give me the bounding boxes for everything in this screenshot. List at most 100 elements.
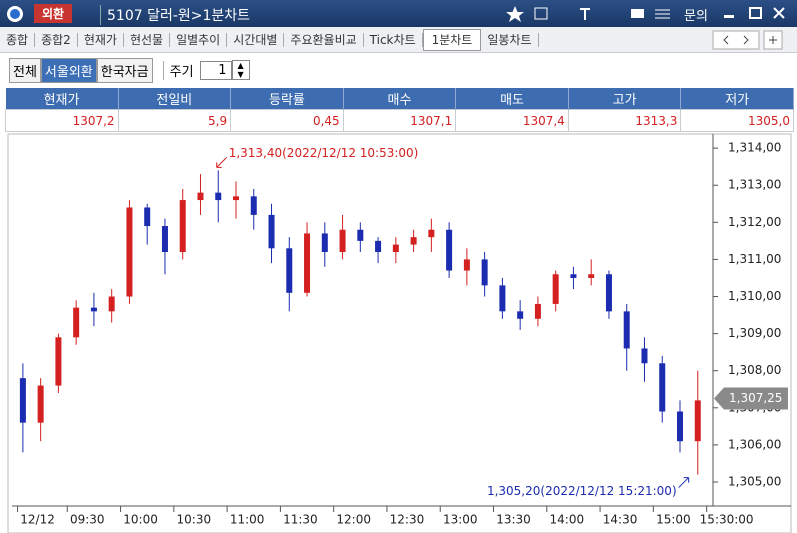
candle-body xyxy=(588,274,595,278)
tab[interactable]: 시간대별 xyxy=(227,32,285,47)
low-note: 1,305,20(2022/12/12 15:21:00) xyxy=(487,484,677,498)
x-tick-label: 09:30 xyxy=(70,513,105,527)
candle-body xyxy=(552,274,559,304)
y-tick-label: 1,312,00 xyxy=(728,215,781,229)
quote-header: 저가 xyxy=(680,88,794,110)
y-tick-label: 1,314,00 xyxy=(728,141,781,155)
quote-value: 1307,2 xyxy=(5,109,119,132)
x-tick-label: 13:00 xyxy=(443,513,478,527)
quote-header: 고가 xyxy=(568,88,682,110)
tab[interactable]: Tick차트 xyxy=(364,32,423,47)
y-tick-label: 1,311,00 xyxy=(728,252,781,266)
x-tick-label: 10:30 xyxy=(177,513,212,527)
candle-body xyxy=(55,337,62,386)
candle-body xyxy=(463,259,470,271)
quote-value: 1313,3 xyxy=(567,109,682,132)
x-tick-label: 11:00 xyxy=(230,513,265,527)
quote-header: 현재가 xyxy=(5,88,119,110)
y-tick-label: 1,306,00 xyxy=(728,437,781,451)
candle-body xyxy=(73,307,80,338)
candle-body xyxy=(623,311,630,349)
candle-body xyxy=(357,229,364,241)
y-tick-label: 1,310,00 xyxy=(728,289,781,303)
tab[interactable]: 일별추이 xyxy=(170,32,228,47)
candle-body xyxy=(517,311,524,319)
candle-body xyxy=(375,240,382,252)
candle-body xyxy=(90,307,97,312)
x-tick-label: 12:30 xyxy=(390,513,425,527)
x-tick-label: 14:00 xyxy=(550,513,585,527)
quote-header: 등락률 xyxy=(230,88,344,110)
x-tick-label: 12:00 xyxy=(336,513,371,527)
y-tick-label: 1,308,00 xyxy=(728,363,781,377)
toolbar-icons xyxy=(506,6,670,22)
candle-body xyxy=(126,207,133,297)
y-tick-label: 1,313,00 xyxy=(728,178,781,192)
quote-value: 1307,1 xyxy=(342,109,457,132)
tab[interactable]: 현재가 xyxy=(78,32,124,47)
candle-body xyxy=(250,196,257,215)
window-title: 5107 달러-원>1분차트 xyxy=(100,5,250,25)
low-arrow xyxy=(678,477,690,488)
candle-body xyxy=(304,233,311,293)
candle-body xyxy=(339,229,346,252)
filter-button[interactable]: 서울외환 xyxy=(40,57,97,83)
candle-body xyxy=(215,192,222,201)
x-tick-label: 15:00 xyxy=(656,513,691,527)
candle-body xyxy=(108,296,115,312)
tab-scroll[interactable] xyxy=(712,30,796,50)
tab[interactable]: 현선물 xyxy=(124,32,171,47)
tab[interactable]: 종합2 xyxy=(35,32,78,47)
x-tick-label: 15:30:00 xyxy=(700,513,754,527)
candle-body xyxy=(410,237,417,245)
candle-body xyxy=(19,378,26,423)
badge: 외환 xyxy=(34,4,73,23)
x-tick-label: 10:00 xyxy=(123,513,158,527)
candle-body xyxy=(499,285,506,312)
candle-body xyxy=(144,207,151,227)
candle-body xyxy=(694,400,701,442)
quote-header: 매도 xyxy=(455,88,569,110)
candle-body xyxy=(605,274,612,312)
candle-body xyxy=(268,214,275,249)
quote-header: 전일비 xyxy=(118,88,232,110)
tab-bar: 종합 종합2 현재가 현선물 일별추이 시간대별 주요환율비교 Tick차트 1분차트 일봉차트 xyxy=(0,27,797,53)
tab[interactable]: 일봉차트 xyxy=(481,32,539,47)
x-tick-label: 11:30 xyxy=(283,513,318,527)
menu-inquiry[interactable]: 문의 xyxy=(684,9,708,24)
tab[interactable]: 1분차트 xyxy=(422,28,482,51)
candle-body xyxy=(286,248,293,293)
last-price-label: 1,307,25 xyxy=(729,391,782,405)
quote-table: 현재가 전일비 등락률 매수 매도 고가 저가 1307,2 5,9 0,45 1307,1 1307… xyxy=(5,88,794,132)
candle-body xyxy=(392,244,399,252)
candle-body xyxy=(428,229,435,238)
period-label: 주기 xyxy=(162,60,200,80)
candle-body xyxy=(481,259,488,286)
quote-value: 5,9 xyxy=(117,109,232,132)
candle-body xyxy=(677,411,683,442)
quote-value: 1307,4 xyxy=(455,109,569,132)
candle-body xyxy=(161,226,168,252)
logo xyxy=(7,6,23,22)
filter-button[interactable]: 한국자금 xyxy=(96,57,153,83)
candle-body xyxy=(37,385,44,423)
candle-body xyxy=(446,229,453,271)
filter-bar: 전체 서울외환 한국자금 주기 1 ▲ ▼ xyxy=(0,55,797,85)
window-controls[interactable] xyxy=(720,4,792,24)
period-spinner[interactable]: ▲ ▼ xyxy=(231,60,250,80)
candle-body xyxy=(659,363,666,412)
tab[interactable]: 주요환율비교 xyxy=(284,32,364,47)
high-note: 1,313,40(2022/12/12 10:53:00) xyxy=(229,146,419,160)
candle-body xyxy=(233,196,239,201)
candle-body xyxy=(179,200,186,252)
x-tick-label: 12/12 xyxy=(20,513,55,527)
filter-button[interactable]: 전체 xyxy=(9,57,41,83)
y-tick-label: 1,309,00 xyxy=(728,326,781,340)
chart-frame xyxy=(7,133,792,533)
high-arrow xyxy=(216,157,228,168)
candle-body xyxy=(321,233,328,252)
x-tick-label: 14:30 xyxy=(603,513,638,527)
tab[interactable]: 종합 xyxy=(0,32,36,47)
period-input[interactable]: 1 xyxy=(199,60,232,80)
